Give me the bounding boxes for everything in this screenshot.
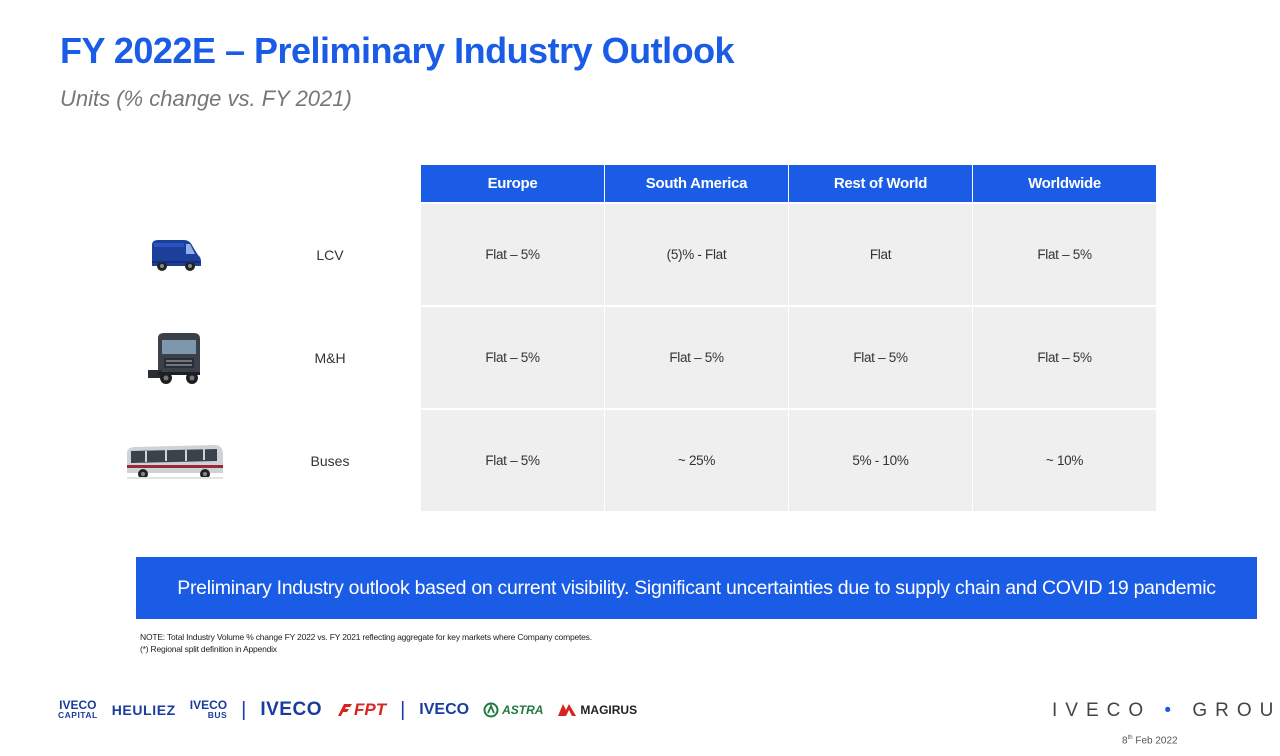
fpt-logo: FPT — [336, 700, 386, 720]
page-subtitle: Units (% change vs. FY 2021) — [60, 86, 352, 111]
row-label: M&H — [314, 350, 346, 366]
footnote-line: NOTE: Total Industry Volume % change FY … — [140, 632, 592, 642]
brand-logos: IVECO CAPITAL HEULIEZ IVECO BUS | IVECO … — [58, 697, 651, 723]
iveco-logo: IVECO — [260, 699, 322, 720]
bus-icon — [100, 410, 250, 512]
footnote: NOTE: Total Industry Volume % change FY … — [140, 631, 592, 655]
table-cell: (5)% - Flat — [605, 204, 788, 305]
row-label: LCV — [316, 247, 344, 263]
page-title: FY 2022E – Preliminary Industry Outlook — [60, 30, 735, 71]
table-cell: Flat – 5% — [421, 410, 604, 511]
magirus-logo: MAGIRUS — [557, 703, 637, 717]
table-header: Europe South America Rest of World World… — [421, 165, 1156, 202]
truck-icon — [100, 307, 250, 409]
brand-separator: | — [400, 698, 406, 721]
column-header-europe: Europe — [421, 165, 604, 202]
outlook-banner: Preliminary Industry outlook based on cu… — [136, 557, 1257, 619]
table-cell: Flat – 5% — [973, 204, 1156, 305]
table-cell: Flat – 5% — [973, 307, 1156, 408]
date-label: 8th Feb 2022 — [1122, 735, 1178, 747]
van-icon — [100, 204, 250, 306]
brand-separator: | — [241, 698, 247, 721]
astra-emblem-icon — [483, 702, 499, 718]
table-cell: 5% - 10% — [789, 410, 972, 511]
fpt-swoosh-icon — [337, 704, 352, 716]
table-cell: Flat – 5% — [421, 307, 604, 408]
magirus-emblem-icon — [558, 704, 577, 716]
table-row-lcv: LCV Flat – 5% (5)% - Flat Flat Flat – 5% — [100, 204, 1156, 306]
group-logo-dot: • — [1164, 700, 1180, 721]
table-cell: Flat – 5% — [605, 307, 788, 408]
table-cell: ~ 10% — [973, 410, 1156, 511]
column-header-rest-of-world: Rest of World — [789, 165, 972, 202]
table-cell: Flat – 5% — [421, 204, 604, 305]
row-label: Buses — [310, 453, 350, 469]
table-cell: Flat – 5% — [789, 307, 972, 408]
astra-logo: ASTRA — [483, 702, 543, 718]
table-cell: Flat — [789, 204, 972, 305]
iveco-defence-logo: IVECO — [419, 701, 470, 718]
column-header-worldwide: Worldwide — [973, 165, 1156, 202]
table-cell: ~ 25% — [605, 410, 788, 511]
footnote-line: (*) Regional split definition in Appendi… — [140, 644, 277, 654]
iveco-capital-logo: IVECO CAPITAL — [58, 698, 98, 720]
iveco-bus-logo: IVECO BUS — [189, 698, 228, 720]
heuliez-logo: HEULIEZ — [111, 702, 176, 718]
table-row-buses: Buses Flat – 5% ~ 25% 5% - 10% ~ 10% — [100, 410, 1156, 512]
column-header-south-america: South America — [605, 165, 788, 202]
table-row-mh: M&H Flat – 5% Flat – 5% Flat – 5% Flat –… — [100, 307, 1156, 409]
iveco-group-logo: IVECO • GROUP — [1052, 700, 1280, 721]
